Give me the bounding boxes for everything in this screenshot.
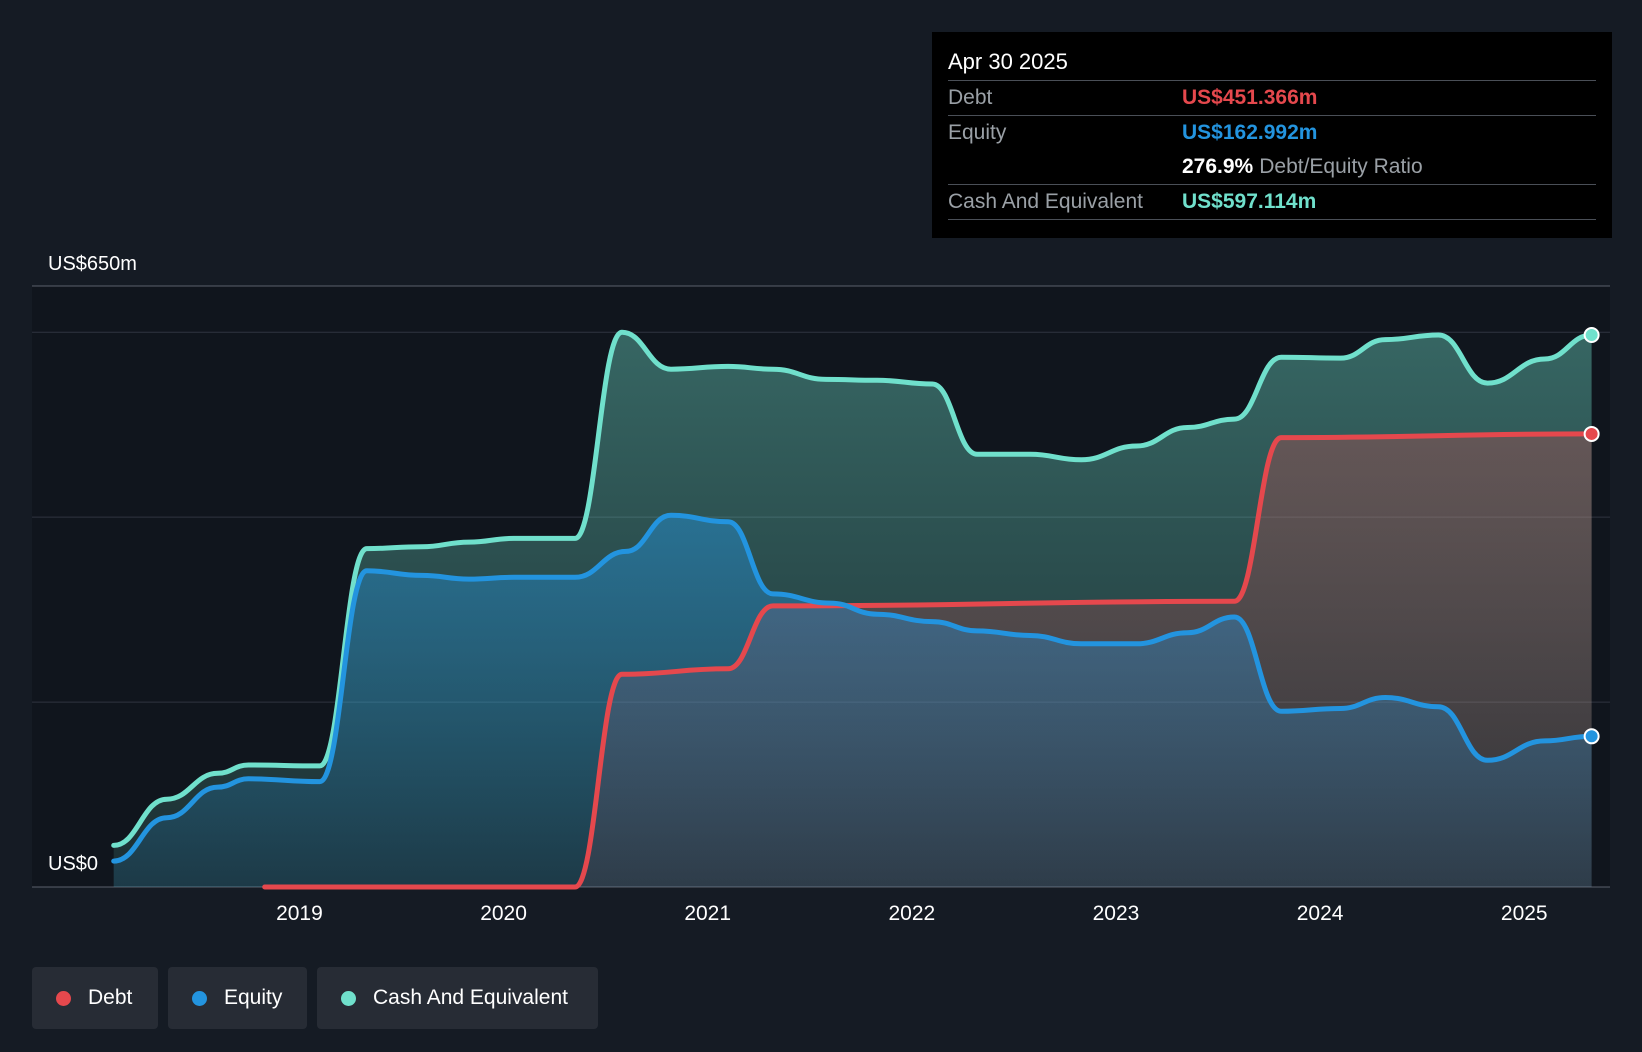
legend-dot-equity-icon	[192, 990, 207, 1006]
legend-dot-debt-icon	[56, 990, 71, 1006]
legend-equity-label: Equity	[224, 986, 283, 1009]
tooltip-equity-row: Equity US$162.992m	[948, 115, 1596, 150]
tooltip-cash-label: Cash And Equivalent	[948, 190, 1143, 213]
x-tick-label-2021: 2021	[684, 902, 731, 925]
y-axis-bottom-label: US$0	[48, 853, 98, 875]
tooltip-cash-row: Cash And Equivalent US$597.114m	[948, 184, 1596, 220]
legend-dot-cash-icon	[341, 990, 356, 1006]
equity-area	[113, 515, 1592, 887]
legend-item-debt[interactable]: Debt	[32, 967, 158, 1029]
legend-item-equity[interactable]: Equity	[168, 967, 307, 1029]
debt-line	[262, 431, 1595, 890]
tooltip-ratio-label: Debt/Equity Ratio	[1259, 155, 1423, 178]
chart-legend: Debt Equity Cash And Equivalent	[32, 967, 598, 1029]
y-axis-top-label: US$650m	[48, 253, 137, 275]
legend-cash-label: Cash And Equivalent	[373, 986, 568, 1009]
tooltip-ratio-value: 276.9%	[1182, 155, 1254, 178]
x-tick-label-2024: 2024	[1297, 902, 1344, 925]
equity-end-marker	[1583, 728, 1600, 745]
tooltip-debt-label: Debt	[948, 86, 993, 109]
x-tick-label-2023: 2023	[1093, 902, 1140, 925]
data-tooltip: Apr 30 2025 Debt US$451.366m Equity US$1…	[932, 32, 1612, 238]
x-tick-label-2019: 2019	[276, 902, 323, 925]
cash-end-marker	[1583, 327, 1600, 344]
legend-item-cash[interactable]: Cash And Equivalent	[317, 967, 598, 1029]
tooltip-debt-value: US$451.366m	[1182, 86, 1318, 109]
x-tick-label-2020: 2020	[480, 902, 527, 925]
tooltip-cash-value: US$597.114m	[1182, 190, 1317, 213]
tooltip-debt-row: Debt US$451.366m	[948, 80, 1596, 115]
tooltip-date: Apr 30 2025	[948, 49, 1068, 74]
tooltip-equity-value: US$162.992m	[1182, 121, 1318, 144]
tooltip-equity-label: Equity	[948, 121, 1007, 144]
x-tick-label-2025: 2025	[1501, 902, 1548, 925]
x-tick-label-2022: 2022	[888, 902, 935, 925]
equity-line	[111, 512, 1595, 864]
debt-end-marker	[1583, 425, 1600, 442]
tooltip-ratio-row: 276.9% Debt/Equity Ratio	[948, 150, 1596, 184]
legend-debt-label: Debt	[88, 986, 133, 1009]
